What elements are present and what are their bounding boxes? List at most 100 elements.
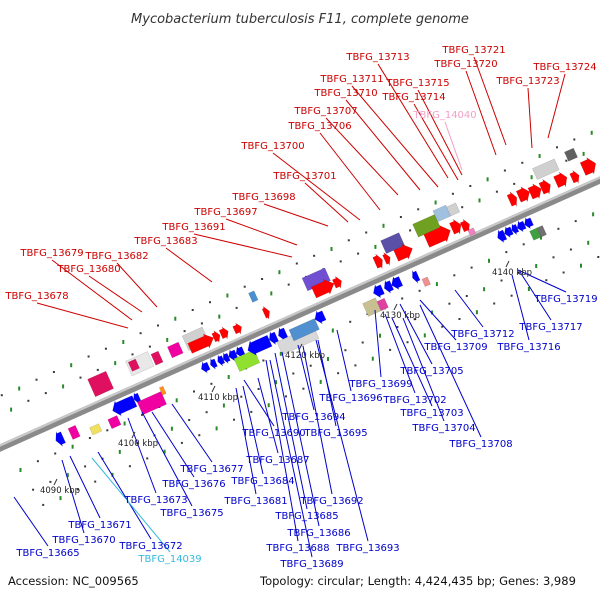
gene-label: TBFG_13716 (496, 342, 560, 353)
gene-label: TBFG_13684 (230, 476, 294, 487)
red-arrow-feature (393, 244, 413, 262)
leader-line (465, 70, 497, 156)
leader-line (242, 385, 264, 475)
track-dot (500, 279, 503, 282)
track-dot (538, 154, 541, 158)
blue-arrow-feature (133, 392, 142, 404)
blue-arrow-feature (222, 352, 231, 364)
gene-label: TBFG_14039 (137, 554, 201, 565)
green-box-feature (233, 349, 261, 372)
track-dot (417, 208, 420, 211)
scale-tick-label: 4100 kbp (118, 439, 158, 449)
red-arrow-feature (569, 169, 580, 184)
track-dot (399, 216, 402, 218)
gene-label: TBFG_13702 (382, 395, 446, 406)
track-dot (592, 212, 595, 217)
track-dot (62, 384, 65, 389)
track-dot (200, 322, 203, 325)
track-dot (226, 293, 229, 298)
gene-label: TBFG_13713 (345, 52, 409, 63)
track-dot (401, 297, 404, 300)
track-dot (545, 279, 548, 282)
red-arrow-feature (459, 218, 470, 233)
yellow-box-feature (89, 423, 103, 436)
genome-title: Mycobacterium tuberculosis F11, complete… (131, 12, 469, 27)
track-dot (503, 169, 506, 172)
gene-label: TBFG_13677 (179, 464, 243, 475)
track-dot (54, 452, 57, 455)
red-arrow-feature (218, 326, 229, 340)
track-dot (66, 473, 69, 478)
gene-label: TBFG_13673 (123, 495, 187, 506)
gene-label: TBFG_13671 (67, 520, 131, 531)
gene-label: TBFG_13665 (15, 548, 79, 559)
track-dot (71, 444, 74, 449)
track-dot (94, 480, 97, 483)
leader-line (235, 387, 257, 495)
track-dot (535, 264, 538, 268)
leader-line (473, 56, 507, 146)
track-dot (240, 395, 243, 398)
track-dot (470, 266, 473, 269)
track-dot (180, 441, 183, 444)
track-dot (210, 382, 213, 385)
track-dot (215, 426, 218, 431)
track-dot (389, 348, 392, 351)
label-leader-lines (13, 56, 567, 558)
track-dot (175, 398, 178, 403)
red-arrow-feature (332, 275, 342, 290)
gene-label: TBFG_13704 (411, 423, 475, 434)
leader-line (51, 259, 133, 321)
track-dot (114, 361, 117, 366)
gene-label: TBFG_13670 (51, 535, 115, 546)
track-dot (552, 256, 555, 259)
track-dot (104, 347, 107, 350)
track-dot (267, 403, 270, 408)
track-dot (42, 503, 45, 506)
red-arrow-feature (232, 322, 242, 335)
genome-backbone (0, 176, 600, 452)
track-dot (70, 363, 73, 368)
leader-line (274, 352, 308, 510)
leader-line (315, 339, 369, 542)
track-dot (118, 449, 121, 454)
track-dot (574, 220, 577, 223)
track-dot (365, 231, 368, 234)
track-dot (32, 488, 35, 491)
genome-summary-text: Topology: circular; Length: 4,424,435 bp… (260, 574, 576, 588)
track-dot (434, 200, 437, 205)
track-dot (10, 407, 13, 412)
red-arrow-feature (538, 178, 551, 195)
gene-label: TBFG_13692 (299, 496, 363, 507)
track-dot (313, 254, 316, 257)
track-dot (79, 376, 82, 379)
track-dot (521, 161, 524, 164)
red-arrow-feature (423, 225, 451, 248)
leader-line (13, 496, 49, 547)
track-dot (19, 468, 22, 472)
gene-label: TBFG_13690 (241, 428, 305, 439)
gene-label: TBFG_13723 (495, 76, 559, 87)
track-dot (562, 271, 565, 274)
purple-box-feature (301, 267, 331, 292)
red-arrow-feature (449, 218, 462, 235)
track-dot (441, 325, 444, 328)
track-dot (250, 410, 253, 413)
leader-line (302, 345, 333, 495)
orange-box-feature (159, 385, 167, 396)
tan-box-feature (362, 297, 382, 317)
track-dot (597, 256, 600, 258)
leader-line (272, 152, 361, 221)
red-arrow-feature (515, 186, 530, 203)
scale-tick-label: 4130 kbp (380, 311, 420, 321)
gene-label: TBFG_13683 (133, 236, 197, 247)
leader-line (399, 303, 433, 365)
red-arrow-feature (506, 191, 518, 207)
track-dot (505, 251, 508, 254)
track-dot (262, 359, 265, 362)
track-dot (451, 192, 454, 195)
red-arrow-feature (372, 253, 383, 270)
track-dot (292, 372, 295, 375)
grey-box-feature (536, 225, 547, 238)
